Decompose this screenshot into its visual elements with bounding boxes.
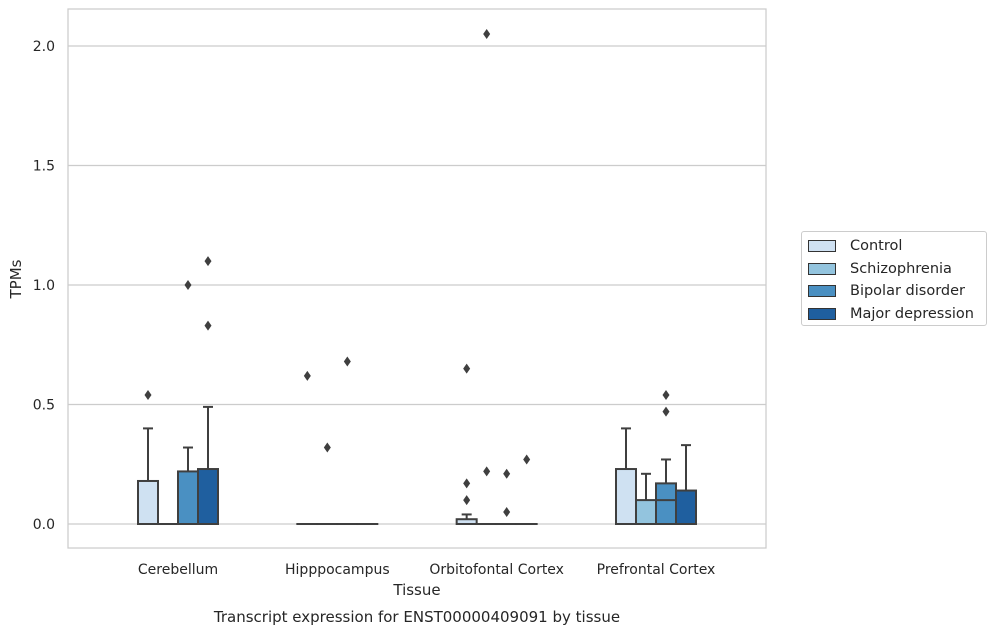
legend-item: Schizophrenia (808, 258, 986, 281)
outlier-point (503, 507, 511, 518)
box-major-depression (515, 454, 538, 526)
y-tick-label: 2.0 (33, 39, 55, 55)
legend-item: Bipolar disorder (808, 280, 986, 303)
outlier-point (463, 478, 471, 489)
outlier-point (204, 256, 212, 267)
box-control (137, 389, 159, 526)
x-tick-label: Hipppocampus (285, 562, 390, 578)
box (137, 479, 159, 526)
outlier-point (204, 320, 212, 331)
box-control (455, 363, 478, 525)
y-tick-labels: 0.0 0.5 1.0 1.5 2.0 (33, 39, 55, 533)
box (197, 468, 219, 525)
y-tick-label: 1.5 (33, 159, 55, 175)
outlier-point (303, 370, 311, 381)
outlier-point (523, 454, 531, 465)
box (177, 470, 199, 526)
x-tick-label: Prefrontal Cortex (597, 562, 716, 578)
box-control (615, 427, 637, 525)
box (675, 489, 697, 526)
y-axis-label: TPMs (7, 259, 25, 299)
legend: Control Schizophrenia Bipolar disorder Majo… (801, 231, 987, 326)
outlier-point (463, 363, 471, 374)
box (635, 499, 657, 526)
legend-label: Bipolar disorder (850, 283, 965, 300)
outlier-point (144, 389, 152, 400)
box-major-depression (675, 444, 697, 526)
y-tick-label: 1.0 (33, 278, 55, 294)
plot-area (67, 8, 767, 549)
legend-swatch (808, 240, 836, 253)
outlier-point (343, 356, 351, 367)
outlier-point (483, 466, 491, 477)
box-bipolar-disorder (336, 356, 359, 526)
x-tick-labels: Cerebellum Hipppocampus Orbitofontal Corte… (138, 562, 715, 578)
outlier-point (503, 468, 511, 479)
chart-caption: Transcript expression for ENST0000040909… (213, 608, 620, 626)
outlier-point (323, 442, 331, 453)
legend-item: Major depression (808, 303, 986, 326)
legend-label: Major depression (850, 305, 974, 322)
legend-label: Control (850, 238, 903, 255)
outlier-point (463, 495, 471, 506)
legend-item: Control (808, 235, 986, 258)
x-axis-label: Tissue (392, 581, 440, 599)
box-bipolar-disorder (655, 389, 677, 525)
legend-swatch (808, 285, 836, 298)
outlier-point (184, 280, 192, 290)
box-bipolar-disorder (177, 280, 199, 526)
box-major-depression (197, 256, 219, 525)
box (615, 468, 637, 525)
box-series (137, 29, 697, 526)
y-tick-label: 0.5 (33, 398, 55, 414)
x-tick-label: Cerebellum (138, 562, 218, 578)
outlier-point (662, 389, 670, 400)
legend-label: Schizophrenia (850, 260, 952, 277)
box (655, 482, 677, 525)
legend-swatch (808, 262, 836, 275)
outlier-point (662, 406, 670, 417)
x-tick-label: Orbitofontal Cortex (429, 562, 564, 578)
outlier-point (483, 29, 491, 40)
legend-swatch (808, 307, 836, 320)
y-tick-label: 0.0 (33, 517, 55, 533)
